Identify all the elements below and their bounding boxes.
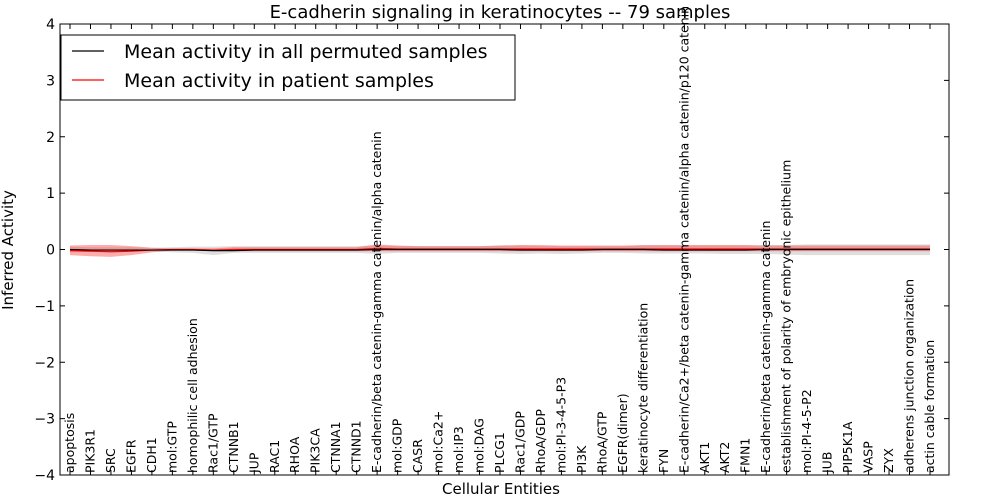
y-tick-label: 4 — [46, 17, 55, 33]
x-tick-label: FYN — [656, 449, 671, 473]
x-tick-label: JUB — [820, 452, 835, 474]
x-tick-label: CTNNB1 — [226, 421, 241, 473]
x-tick-label: CTNND1 — [349, 420, 364, 473]
x-tick-label: PI3K — [574, 445, 589, 473]
x-tick-label: E-cadherin/beta catenin-gamma catenin — [758, 221, 773, 473]
x-tick-label: AKT2 — [717, 442, 732, 473]
x-tick-label: mol:GTP — [164, 421, 179, 473]
x-axis: apoptosis PIK3R1 SRC EGFR CDH1 mol:GTP homophi… — [62, 6, 937, 475]
x-tick-label: PLCG1 — [492, 432, 507, 473]
y-tick-label: 3 — [46, 73, 55, 89]
x-tick-label: actin cable formation — [922, 340, 937, 473]
x-axis-label: Cellular Entities — [442, 480, 560, 498]
x-tick-label: RHOA — [287, 436, 302, 473]
y-axis-label: Inferred Activity — [0, 190, 17, 310]
legend-label-patient: Mean activity in patient samples — [124, 70, 434, 92]
x-tick-label: Rac1/GTP — [205, 413, 220, 473]
legend-box — [60, 34, 516, 101]
chart-title: E-cadherin signaling in keratinocytes --… — [270, 2, 731, 23]
series-lines — [69, 247, 930, 253]
x-tick-label: PIP5K1A — [840, 421, 855, 473]
x-tick-label: EGFR — [123, 439, 138, 473]
x-tick-label: PIK3CA — [308, 428, 323, 473]
line-permuted — [69, 248, 930, 252]
x-tick-label: CASR — [410, 439, 425, 473]
x-tick-label: SRC — [103, 448, 118, 473]
y-tick-label: 2 — [46, 130, 55, 146]
x-tick-label: mol:Ca2+ — [431, 411, 446, 473]
x-tick-label: mol:PI-4-5-P2 — [799, 389, 814, 473]
band-patient — [70, 244, 930, 257]
x-tick-label: apoptosis — [62, 413, 77, 473]
x-tick-label: AKT1 — [697, 442, 712, 473]
x-tick-label: E-cadherin/Ca2+/beta catenin-gamma caten… — [676, 6, 691, 473]
x-tick-label: mol:GDP — [390, 418, 405, 473]
x-tick-label: Rac1/GDP — [512, 411, 527, 473]
x-tick-label: mol:PI-3-4-5-P3 — [553, 377, 568, 473]
y-tick-label: −4 — [34, 468, 55, 484]
x-tick-label: RAC1 — [267, 440, 282, 473]
x-tick-label: keratinocyte differentiation — [635, 303, 650, 473]
y-tick-label: −3 — [34, 412, 55, 428]
x-tick-label: RhoA/GDP — [533, 409, 548, 473]
y-axis: 4 3 2 1 0 −1 −2 −3 −4 — [34, 17, 949, 484]
y-tick-label: 1 — [46, 186, 55, 202]
x-tick-label: PIK3R1 — [82, 429, 97, 473]
plot-frame — [59, 23, 950, 476]
x-tick-label: establishment of polarity of embryonic e… — [779, 160, 794, 473]
x-tick-label: homophilic cell adhesion — [185, 318, 200, 473]
x-tick-label: mol:IP3 — [451, 426, 466, 473]
legend-label-permuted: Mean activity in all permuted samples — [124, 41, 487, 63]
x-tick-label: adherens junction organization — [902, 279, 917, 473]
x-tick-label: JUP — [246, 452, 261, 474]
x-tick-label: CDH1 — [144, 437, 159, 473]
x-tick-label: ZYX — [881, 448, 896, 473]
y-tick-label: −1 — [34, 299, 55, 315]
x-tick-label: FMN1 — [738, 438, 753, 473]
x-tick-label: RhoA/GTP — [594, 411, 609, 473]
x-tick-label: CTNNA1 — [328, 421, 343, 473]
x-tick-label: EGFR(dimer) — [615, 393, 630, 473]
x-tick-label: E-cadherin/beta catenin-gamma catenin/al… — [369, 131, 384, 473]
legend: Mean activity in all permuted samples Me… — [60, 34, 516, 101]
x-tick-label: VASP — [861, 441, 876, 473]
x-tick-label: mol:DAG — [472, 418, 487, 473]
y-tick-label: −2 — [34, 355, 55, 371]
y-tick-label: 0 — [46, 243, 55, 259]
